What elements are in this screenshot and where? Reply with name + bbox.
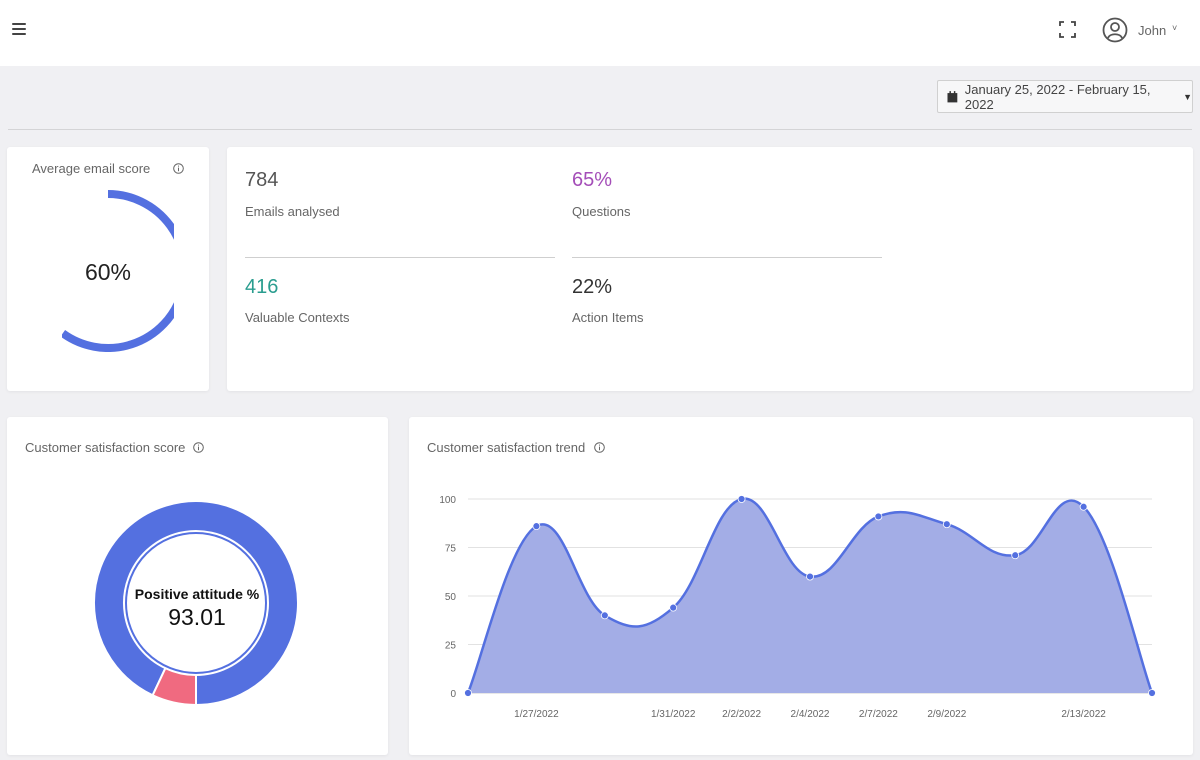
date-range-picker[interactable]: January 25, 2022 - February 15, 2022 ▼ [937, 80, 1193, 113]
y-tick-label: 100 [439, 495, 456, 506]
trend-point[interactable] [1148, 689, 1156, 697]
questions-value: 65% [572, 169, 613, 191]
x-tick-label: 1/31/2022 [651, 709, 696, 720]
trend-point[interactable] [737, 495, 746, 503]
trend-point[interactable] [806, 572, 814, 581]
action-items-value: 22% [572, 276, 613, 298]
hamburger-icon[interactable] [12, 23, 26, 37]
y-tick-label: 25 [445, 641, 457, 652]
trend-point[interactable] [1011, 551, 1020, 560]
trend-chart: 0 25 50 75 100 1/27/2022 1/31/2022 2/2/2022 2/4/… [439, 495, 1156, 720]
fullscreen-icon[interactable] [1059, 21, 1076, 38]
trend-point[interactable] [464, 689, 472, 697]
satisfaction-score-title: Customer satisfaction score [25, 440, 186, 455]
action-items-label: Action Items [572, 310, 644, 325]
chevron-down-icon[interactable]: ˅ [1172, 23, 1178, 33]
user-name[interactable]: John [1138, 23, 1167, 38]
donut-center-value: 93.01 [168, 604, 226, 630]
trend-point[interactable] [874, 512, 883, 521]
gauge-arc [62, 190, 174, 352]
trend-point[interactable] [669, 603, 678, 612]
satisfaction-donut [93, 500, 299, 707]
donut-positive-slice [93, 500, 299, 707]
x-tick-label: 1/27/2022 [514, 709, 559, 720]
section-divider [8, 129, 1192, 130]
x-tick-label: 2/9/2022 [927, 709, 966, 720]
info-icon[interactable] [594, 442, 605, 453]
trend-point[interactable] [600, 611, 609, 620]
trend-point[interactable] [532, 522, 541, 531]
emails-analysed-value: 784 [245, 169, 279, 191]
questions-label: Questions [572, 204, 631, 219]
x-tick-label: 2/2/2022 [722, 709, 761, 720]
x-tick-label: 2/7/2022 [859, 709, 898, 720]
y-tick-label: 0 [450, 689, 456, 700]
trend-line [466, 497, 1154, 694]
email-score-title: Average email score [32, 161, 151, 176]
date-range-label: January 25, 2022 - February 15, 2022 [964, 81, 1151, 112]
valuable-contexts-label: Valuable Contexts [245, 310, 350, 325]
trend-point[interactable] [1079, 502, 1088, 511]
stat-divider [572, 257, 882, 258]
donut-center-label: Positive attitude % [134, 586, 260, 602]
calendar-icon [947, 90, 958, 102]
email-score-card: Average email score 60% [7, 147, 209, 391]
info-icon[interactable] [173, 163, 184, 174]
satisfaction-trend-card: Customer satisfaction trend 0 25 50 75 100 1/… [409, 417, 1193, 755]
y-tick-label: 50 [445, 592, 457, 603]
stats-card: 784 Emails analysed 65% Questions 416 Va… [227, 147, 1193, 391]
trend-area [468, 498, 1152, 693]
x-tick-label: 2/4/2022 [791, 709, 830, 720]
y-tick-label: 75 [445, 544, 457, 555]
stat-divider [245, 257, 555, 258]
user-avatar-icon[interactable] [1102, 17, 1128, 43]
satisfaction-trend-title: Customer satisfaction trend [427, 440, 586, 455]
email-score-value: 60% [84, 259, 132, 285]
info-icon[interactable] [193, 442, 204, 453]
top-bar: John ˅ [0, 0, 1200, 66]
x-tick-label: 2/13/2022 [1061, 709, 1106, 720]
caret-down-icon: ▼ [1183, 91, 1192, 102]
donut-inner-ring [125, 532, 267, 674]
valuable-contexts-value: 416 [245, 276, 279, 298]
email-score-gauge [62, 190, 174, 352]
donut-negative-slice [151, 666, 197, 707]
emails-analysed-label: Emails analysed [245, 204, 340, 219]
trend-point[interactable] [942, 520, 951, 529]
satisfaction-score-card: Customer satisfaction score Positive att… [7, 417, 388, 755]
